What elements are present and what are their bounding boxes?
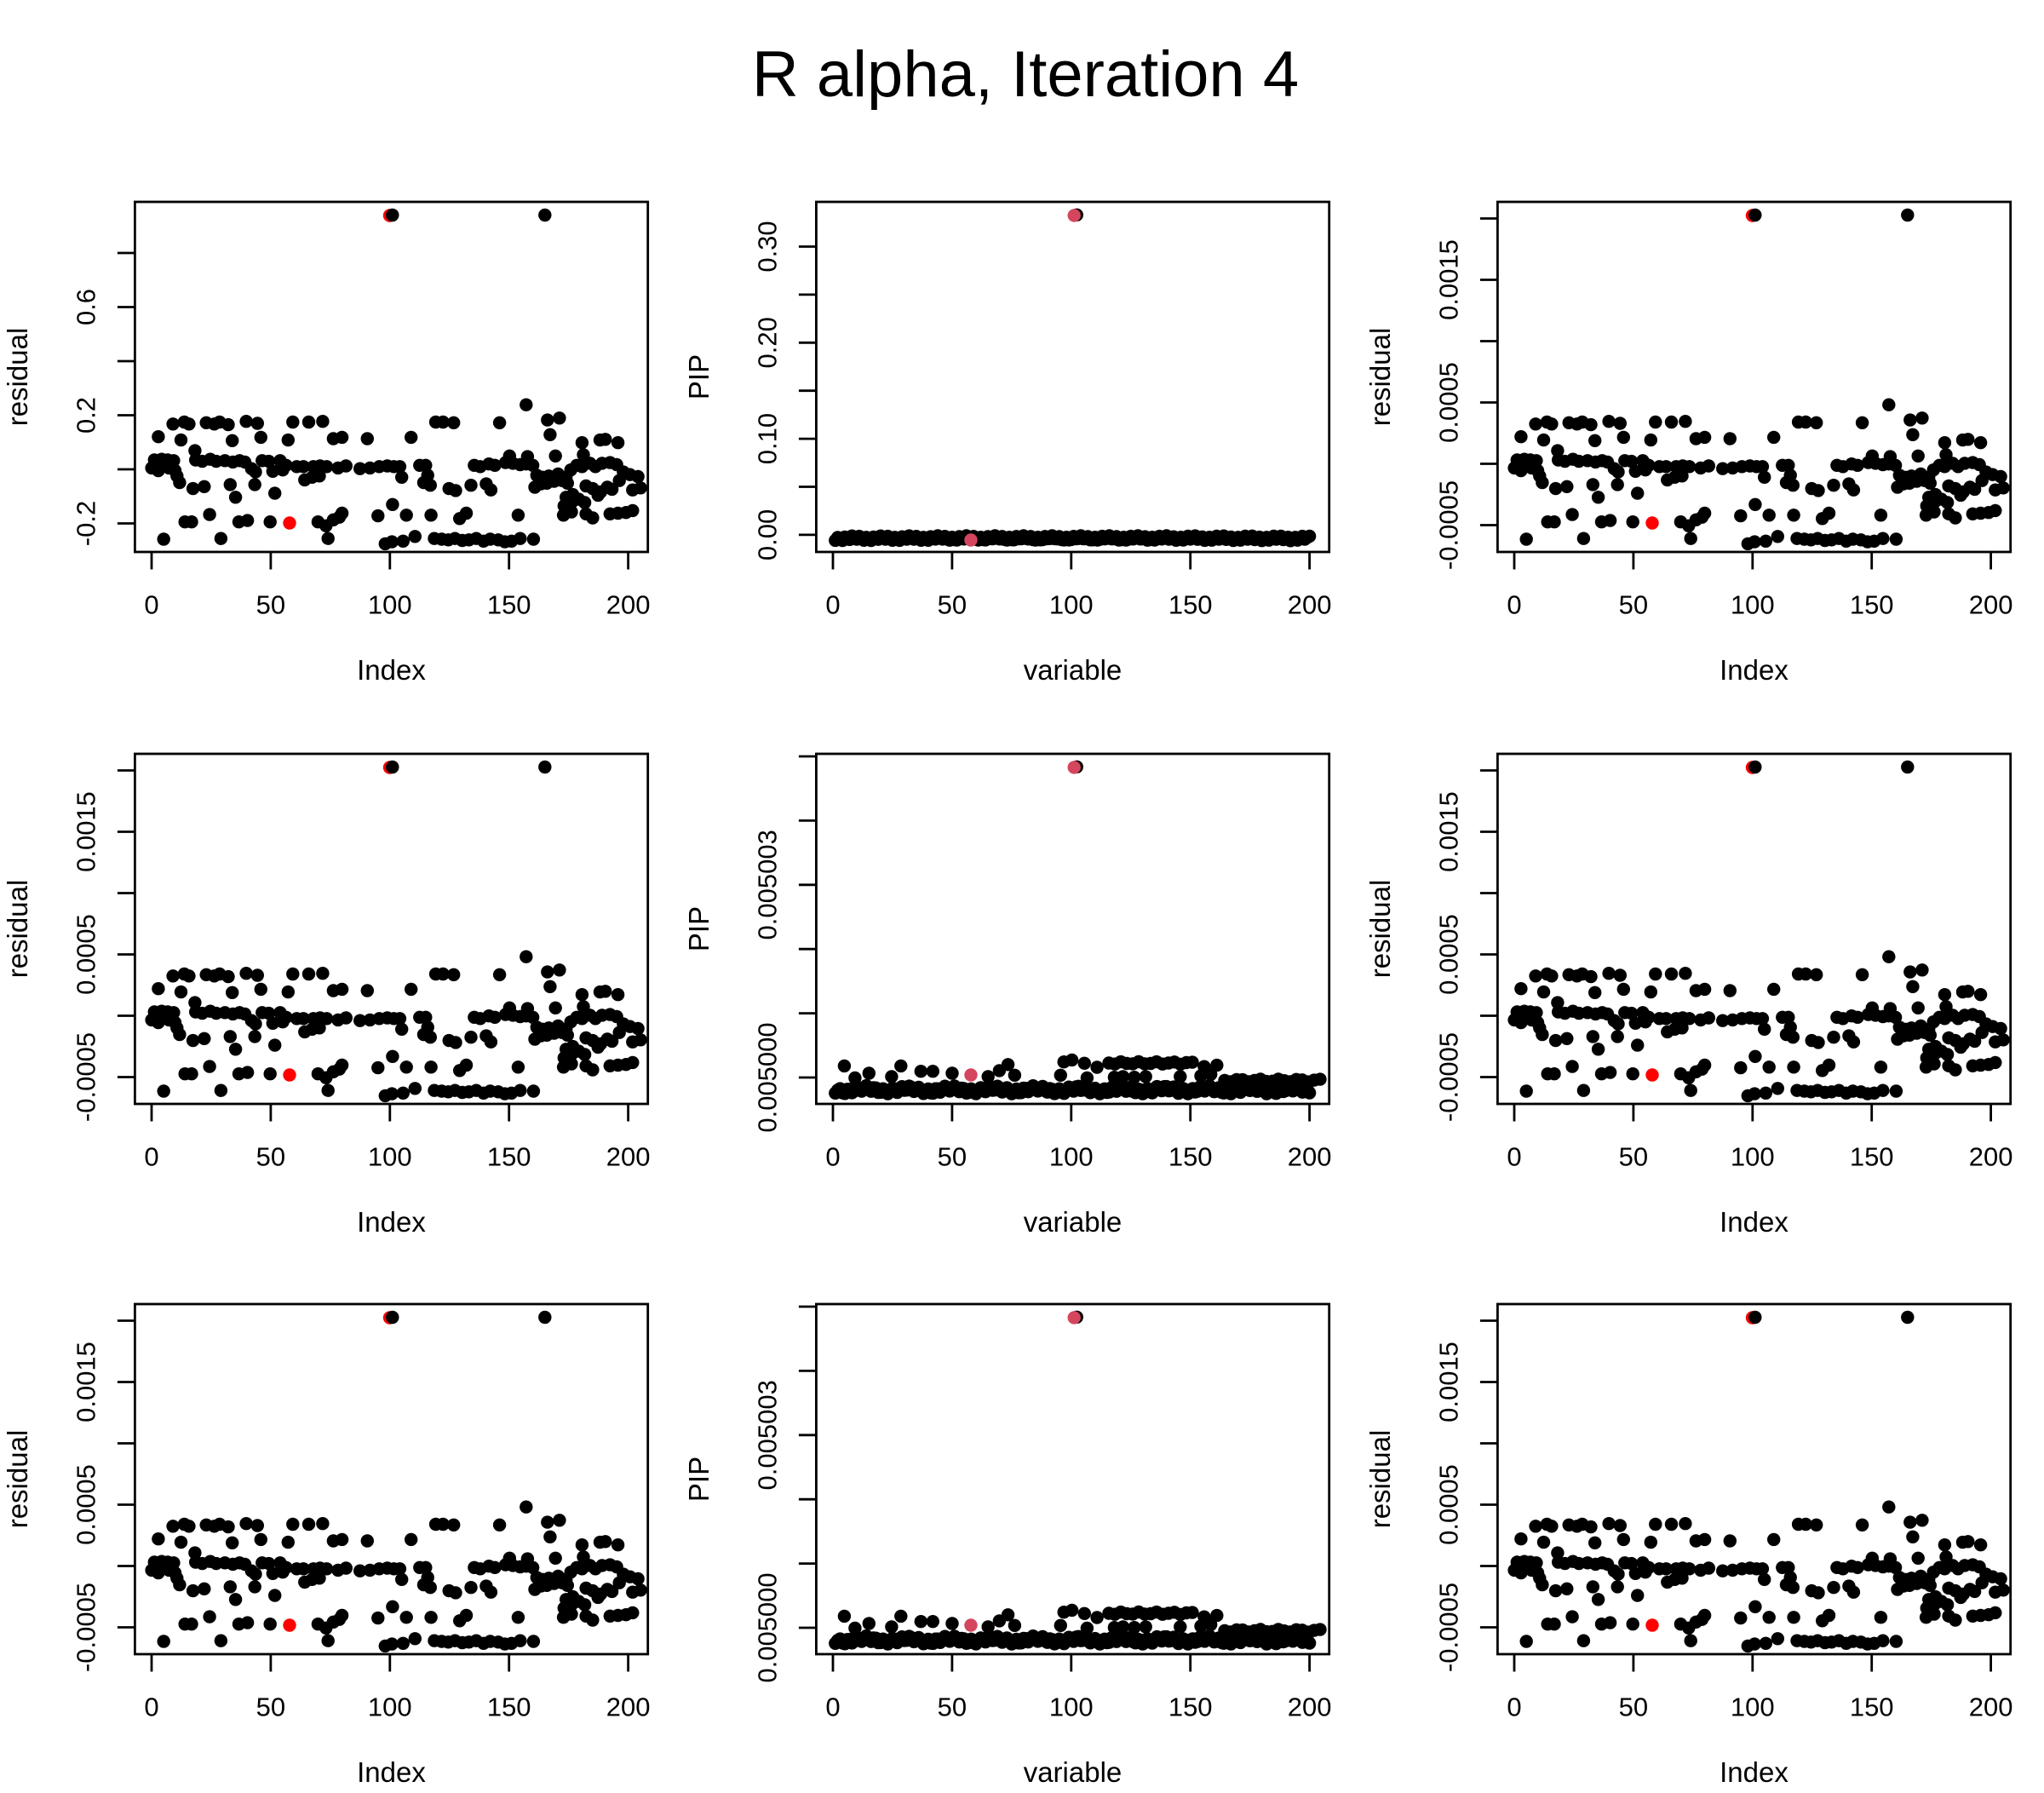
svg-text:0.10: 0.10: [753, 413, 783, 464]
svg-text:0: 0: [825, 590, 840, 620]
svg-text:-0.0005: -0.0005: [1434, 480, 1464, 570]
svg-text:100: 100: [1731, 590, 1775, 620]
svg-text:0: 0: [825, 1142, 840, 1172]
svg-text:0.0015: 0.0015: [1434, 239, 1464, 320]
svg-text:Index: Index: [1720, 1756, 1788, 1788]
svg-text:0.0005: 0.0005: [1434, 914, 1464, 995]
svg-text:variable: variable: [1024, 1756, 1122, 1788]
svg-text:100: 100: [1731, 1692, 1775, 1722]
svg-text:-0.2: -0.2: [72, 501, 101, 546]
svg-text:R alpha, Iteration 4: R alpha, Iteration 4: [752, 38, 1299, 111]
svg-text:-0.0005: -0.0005: [72, 1583, 101, 1672]
svg-text:PIP: PIP: [683, 906, 715, 951]
svg-text:Index: Index: [357, 654, 426, 686]
svg-text:-0.0005: -0.0005: [1434, 1032, 1464, 1122]
svg-text:residual: residual: [2, 328, 33, 427]
svg-text:50: 50: [938, 1142, 967, 1172]
svg-text:residual: residual: [2, 1430, 33, 1529]
svg-text:0.00: 0.00: [753, 509, 783, 560]
svg-text:0.6: 0.6: [72, 289, 101, 325]
svg-text:variable: variable: [1024, 1206, 1122, 1238]
svg-text:150: 150: [487, 1692, 531, 1722]
svg-text:0: 0: [144, 590, 158, 620]
svg-text:0.005000: 0.005000: [753, 1572, 783, 1682]
svg-text:150: 150: [1168, 590, 1213, 620]
svg-text:residual: residual: [1364, 328, 1396, 427]
svg-text:0.0015: 0.0015: [72, 1342, 101, 1422]
svg-text:200: 200: [1969, 1142, 2013, 1172]
svg-text:50: 50: [938, 590, 967, 620]
svg-text:200: 200: [1969, 590, 2013, 620]
svg-text:0.2: 0.2: [72, 397, 101, 434]
svg-text:200: 200: [606, 1142, 651, 1172]
svg-text:100: 100: [1049, 590, 1094, 620]
svg-text:100: 100: [368, 1692, 412, 1722]
svg-text:150: 150: [1850, 590, 1894, 620]
svg-text:150: 150: [1168, 1692, 1213, 1722]
svg-text:0.005003: 0.005003: [753, 830, 783, 940]
svg-text:200: 200: [606, 590, 651, 620]
svg-text:100: 100: [1049, 1692, 1094, 1722]
svg-text:200: 200: [1969, 1692, 2013, 1722]
svg-text:100: 100: [1049, 1142, 1094, 1172]
svg-text:200: 200: [1288, 590, 1332, 620]
svg-text:100: 100: [1731, 1142, 1775, 1172]
svg-text:residual: residual: [1364, 880, 1396, 979]
svg-text:0: 0: [825, 1692, 840, 1722]
svg-text:0.0015: 0.0015: [72, 791, 101, 872]
svg-text:50: 50: [938, 1692, 967, 1722]
svg-text:0.0015: 0.0015: [1434, 791, 1464, 872]
svg-text:Index: Index: [1720, 1206, 1788, 1238]
svg-text:50: 50: [1619, 590, 1648, 620]
svg-text:100: 100: [368, 1142, 412, 1172]
svg-text:150: 150: [1850, 1142, 1894, 1172]
svg-text:150: 150: [487, 1142, 531, 1172]
svg-text:0.005003: 0.005003: [753, 1380, 783, 1490]
svg-text:200: 200: [1288, 1692, 1332, 1722]
svg-text:0.0005: 0.0005: [72, 1464, 101, 1545]
svg-text:0.0005: 0.0005: [72, 914, 101, 995]
svg-text:0: 0: [144, 1692, 158, 1722]
svg-text:0.0005: 0.0005: [1434, 1464, 1464, 1545]
svg-text:0: 0: [1507, 1692, 1521, 1722]
svg-text:150: 150: [487, 590, 531, 620]
svg-text:0.0005: 0.0005: [1434, 362, 1464, 443]
svg-text:150: 150: [1850, 1692, 1894, 1722]
svg-text:PIP: PIP: [683, 354, 715, 399]
svg-text:200: 200: [606, 1692, 651, 1722]
svg-text:0.30: 0.30: [753, 221, 783, 272]
svg-text:50: 50: [256, 590, 285, 620]
svg-text:residual: residual: [1364, 1430, 1396, 1529]
svg-text:50: 50: [256, 1692, 285, 1722]
svg-text:0: 0: [1507, 1142, 1521, 1172]
svg-text:50: 50: [1619, 1142, 1648, 1172]
svg-text:150: 150: [1168, 1142, 1213, 1172]
svg-text:50: 50: [1619, 1692, 1648, 1722]
svg-text:50: 50: [256, 1142, 285, 1172]
svg-text:Index: Index: [1720, 654, 1788, 686]
svg-text:200: 200: [1288, 1142, 1332, 1172]
svg-text:0.20: 0.20: [753, 317, 783, 368]
svg-text:Index: Index: [357, 1756, 426, 1788]
svg-text:0.005000: 0.005000: [753, 1022, 783, 1132]
svg-text:100: 100: [368, 590, 412, 620]
svg-text:PIP: PIP: [683, 1457, 715, 1502]
svg-text:0: 0: [144, 1142, 158, 1172]
svg-text:residual: residual: [2, 880, 33, 979]
svg-text:0: 0: [1507, 590, 1521, 620]
svg-text:0.0015: 0.0015: [1434, 1342, 1464, 1422]
svg-text:-0.0005: -0.0005: [72, 1032, 101, 1122]
svg-text:variable: variable: [1024, 654, 1122, 686]
svg-text:-0.0005: -0.0005: [1434, 1583, 1464, 1672]
svg-text:Index: Index: [357, 1206, 426, 1238]
